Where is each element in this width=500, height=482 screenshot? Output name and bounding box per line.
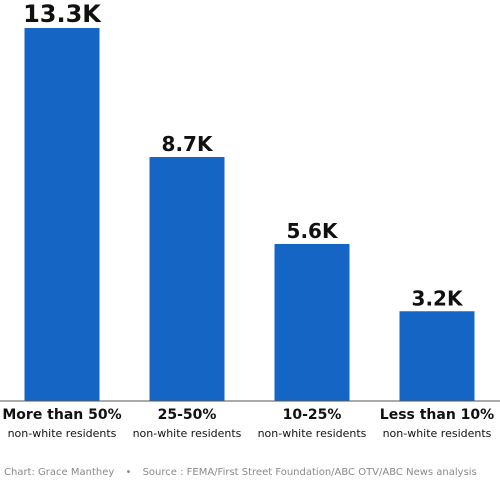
data-label-3: 5.6K: [287, 219, 339, 243]
tick-label-1: More than 50%: [2, 407, 121, 423]
tick-label-2: 25-50%: [158, 407, 217, 423]
chart-credit: Chart: Grace Manthey: [4, 467, 115, 478]
footer-separator: •: [125, 467, 132, 478]
tick-label-3: 10-25%: [283, 407, 342, 423]
bar-3: [274, 243, 350, 401]
data-label-2: 8.7K: [162, 132, 214, 156]
chart-footer: Chart: Grace Manthey • Source : FEMA/Fir…: [4, 467, 477, 478]
data-label-1: 13.3K: [23, 0, 102, 28]
bar-4: [399, 311, 475, 401]
category-labels-group: More than 50% non-white residents 25-50% no…: [2, 407, 494, 440]
data-label-4: 3.2K: [412, 286, 464, 310]
bars-group: [24, 28, 475, 401]
bar-2: [149, 157, 225, 401]
value-labels-group: 13.3K 8.7K 5.6K 3.2K: [23, 0, 464, 310]
bar-1: [24, 28, 100, 401]
tick-sublabel-4: non-white residents: [383, 427, 492, 440]
tick-sublabel-2: non-white residents: [133, 427, 242, 440]
tick-sublabel-1: non-white residents: [8, 427, 117, 440]
tick-sublabel-3: non-white residents: [258, 427, 367, 440]
chart-source: Source : FEMA/First Street Foundation/AB…: [142, 467, 477, 478]
tick-label-4: Less than 10%: [380, 407, 494, 423]
